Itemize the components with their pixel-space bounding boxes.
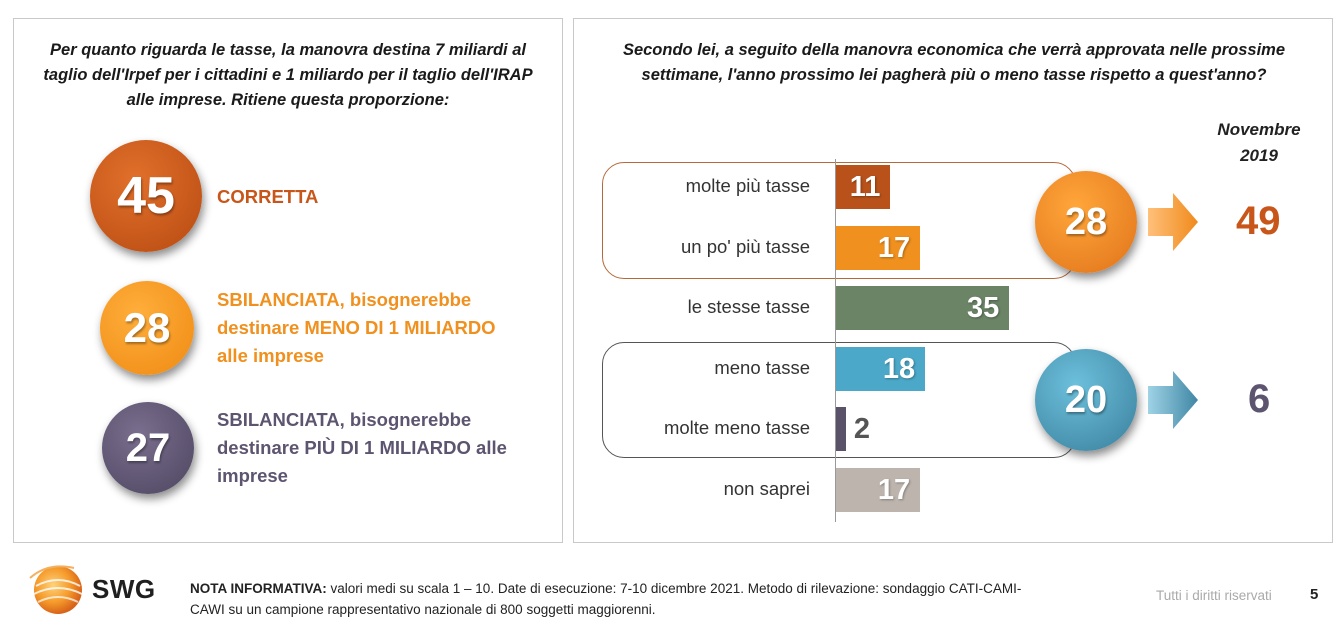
bar-value-label: 17 [877,231,911,264]
piu-circle: 27 [102,402,194,494]
swg-logo-icon [29,565,83,614]
category-label: un po' più tasse [680,235,810,257]
bar-value-label: 2 [853,413,871,445]
category-label: molte più tasse [685,175,810,196]
bar-value-label: 18 [882,352,916,385]
footer-note: NOTA INFORMATIVA: valori medi su scala 1… [190,578,1050,620]
category-label: molte meno tasse [663,417,810,438]
left-question: Per quanto riguarda le tasse, la manovra… [43,41,533,109]
less-sum-circle: 20 [1035,349,1137,451]
prev-period-header: Novembre 2019 [1217,120,1301,165]
meno-value: 28 [123,304,171,351]
corretta-circle: 45 [90,140,202,252]
bar [836,286,1010,330]
more-arrow-icon [1148,193,1198,251]
less-arrow-icon [1148,371,1198,429]
category-label: non saprei [723,477,810,499]
corretta-value: 45 [117,167,175,225]
right-question: Secondo lei, a seguito della manovra eco… [622,41,1286,84]
brand-name: SWG [92,574,156,604]
note-title: NOTA INFORMATIVA: [190,581,327,596]
category-label: le stesse tasse [687,296,810,317]
chart-axis [835,159,836,522]
right-panel: Secondo lei, a seguito della manovra eco… [573,18,1333,543]
bar-value-label: 17 [877,473,911,506]
category-label: meno tasse [714,356,810,378]
more-sum-value: 28 [1064,200,1108,243]
page-number: 5 [1310,586,1319,603]
bar-value-label: 11 [849,171,881,203]
bar [836,165,891,209]
piu-value: 27 [125,425,171,470]
note-text: valori medi su scala 1 – 10. Date di ese… [190,581,1022,617]
prev-more-value: 49 [1236,199,1281,243]
bar [836,225,921,270]
bar-value-label: 35 [966,292,1000,324]
corretta-label: CORRETTA [217,186,319,207]
less-sum-value: 20 [1064,378,1108,421]
bar [836,407,846,451]
more-sum-circle: 28 [1035,171,1137,273]
bar [836,467,921,512]
rights-text: Tutti i diritti riservati [1156,588,1272,603]
prev-less-value: 6 [1248,377,1271,421]
bar [836,346,926,391]
piu-label: SBILANCIATA, bisognerebbe destinare PIÙ … [217,409,507,486]
meno-circle: 28 [100,281,194,375]
left-panel: Per quanto riguarda le tasse, la manovra… [13,18,563,543]
meno-label: SBILANCIATA, bisognerebbe destinare MENO… [217,289,496,366]
